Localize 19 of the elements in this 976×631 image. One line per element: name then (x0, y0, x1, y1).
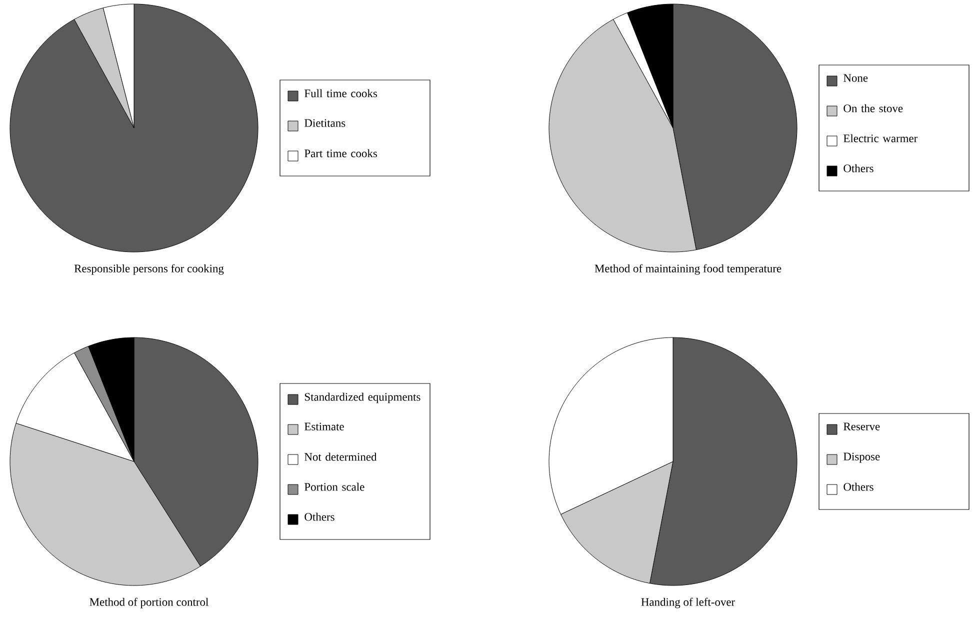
legend-label: Dispose (844, 452, 880, 463)
legend-label: Full time cooks (304, 89, 377, 98)
legend-label: Dietitans (304, 119, 346, 127)
legend-label: Others (844, 482, 874, 491)
text: Handing of left-over (641, 598, 735, 608)
legend-label: On the stove (844, 104, 903, 112)
legend-label: Others (304, 512, 334, 521)
legend-label: Part time cooks (304, 149, 377, 158)
legend-label: Portion scale (304, 482, 364, 491)
legend-label: Reserve (844, 422, 880, 430)
text: Method of portion control (90, 598, 208, 608)
legend-label: Not determined (304, 452, 377, 461)
legend-label: Estimate (304, 422, 344, 430)
legend-label: Electric warmer (844, 134, 918, 142)
legend-label: Others (844, 164, 874, 172)
legend-label: Standardized equipments (304, 392, 420, 404)
text: Method of maintaining food temperature (594, 264, 782, 275)
legend-label: None (844, 74, 868, 82)
text: Responsible persons for cooking (74, 264, 224, 275)
